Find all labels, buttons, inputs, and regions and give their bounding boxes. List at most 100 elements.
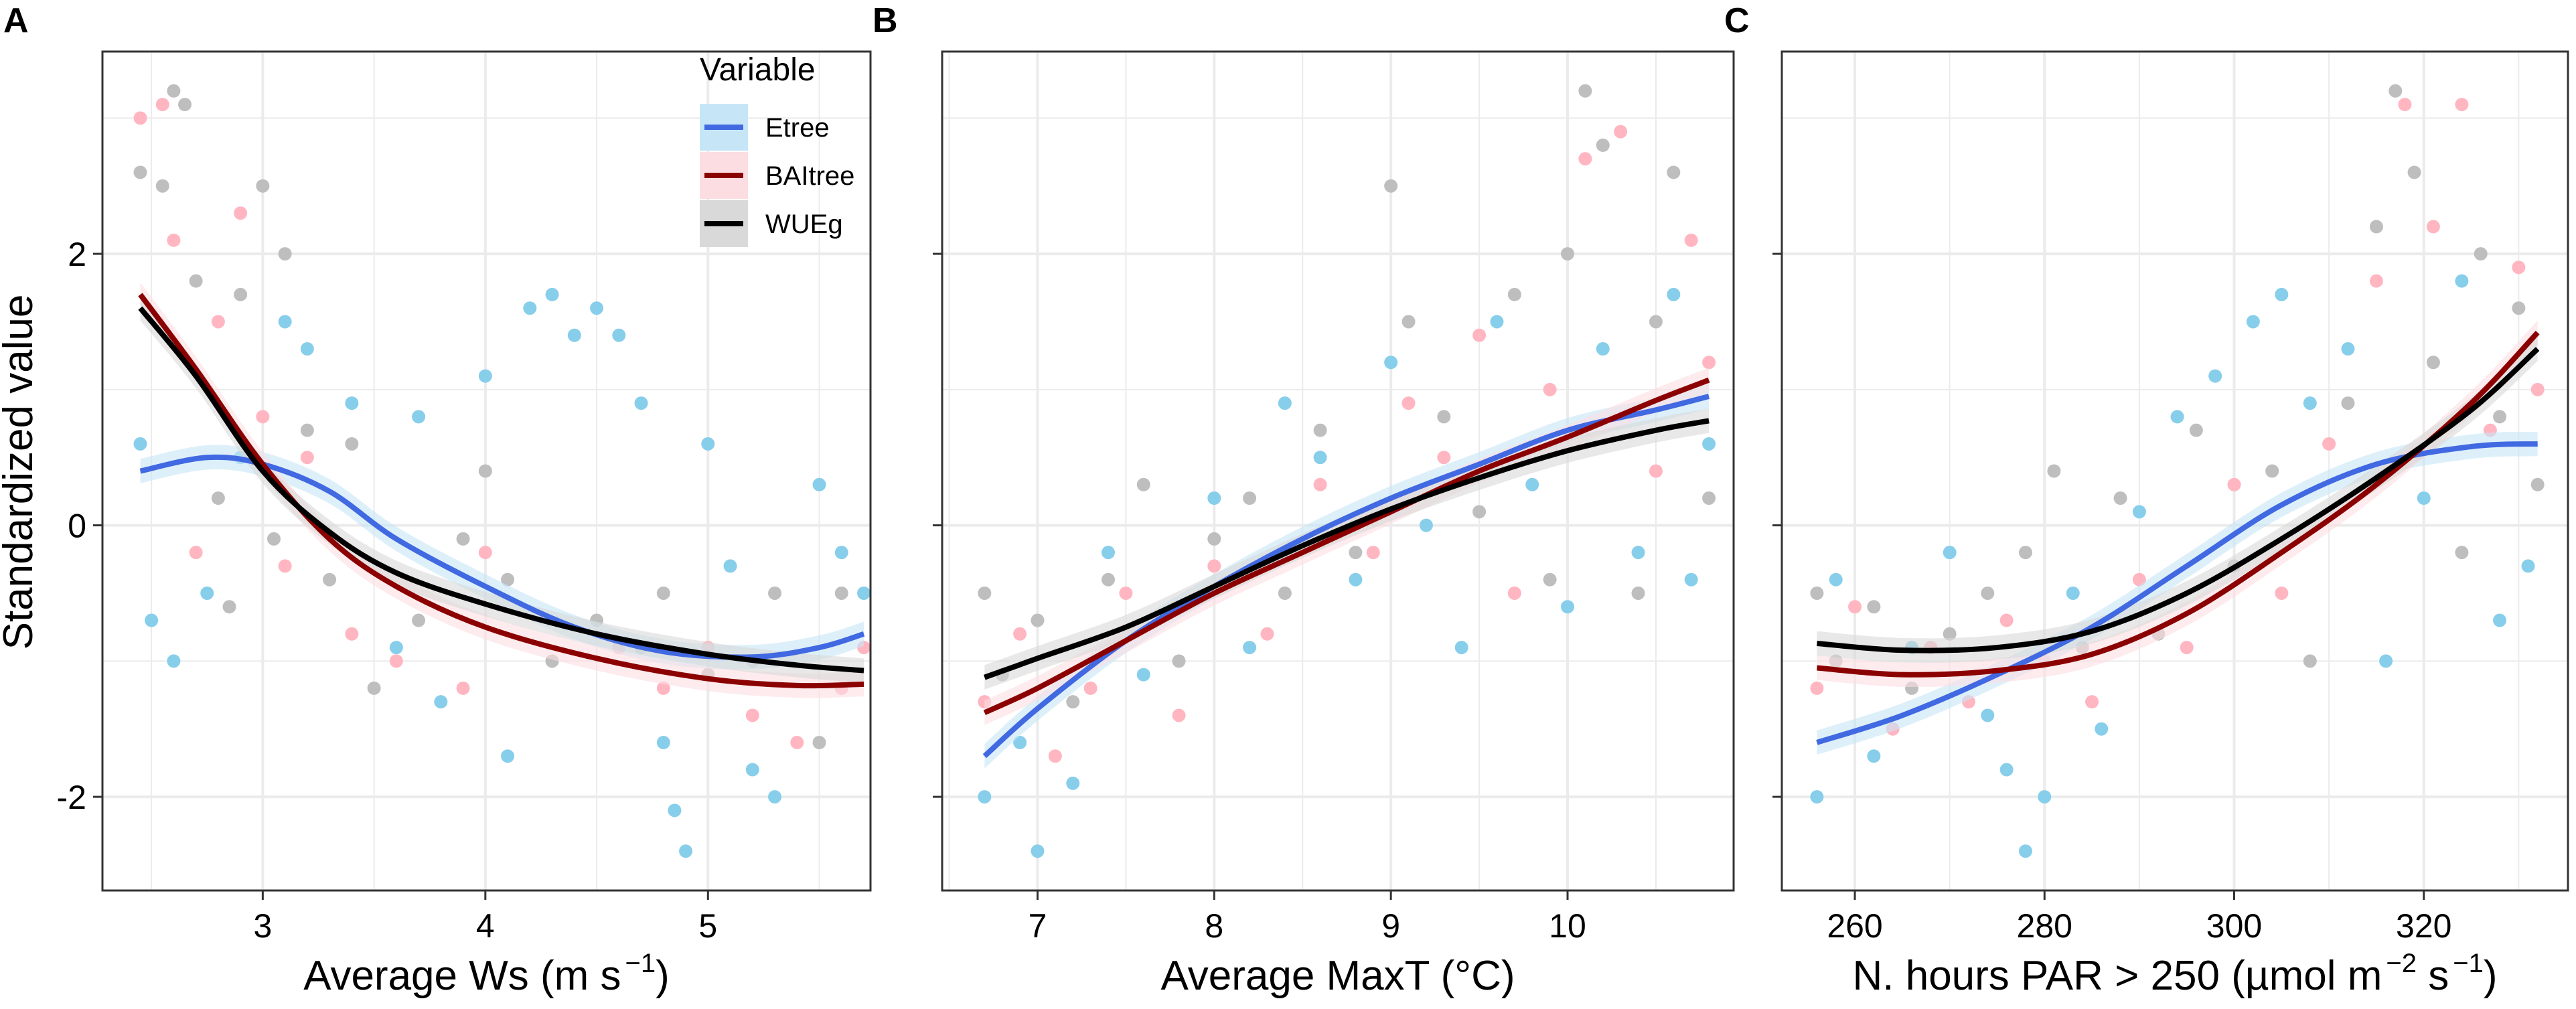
trend-line-wueg — [138, 306, 864, 674]
data-point — [1172, 708, 1186, 722]
legend-label: Etree — [765, 113, 830, 143]
data-point — [1349, 572, 1363, 587]
data-point — [211, 491, 225, 506]
data-point — [1560, 600, 1574, 614]
trend-line-wueg — [1817, 347, 2540, 653]
data-point — [768, 790, 782, 804]
panel-label: C — [1724, 1, 1750, 40]
data-point — [612, 328, 626, 342]
data-point — [1243, 641, 1257, 655]
data-point — [2369, 220, 2383, 234]
data-point — [1278, 396, 1292, 410]
data-point — [267, 532, 281, 546]
data-point — [2170, 410, 2184, 424]
data-point — [345, 396, 359, 410]
data-point — [2407, 165, 2421, 179]
trend-line-wueg — [983, 418, 1710, 680]
data-point — [1684, 572, 1698, 587]
points-wueg — [1810, 84, 2545, 695]
data-point — [300, 342, 314, 356]
points-etree — [1810, 274, 2535, 858]
data-point — [723, 559, 737, 573]
data-point — [2275, 287, 2289, 301]
data-point — [2455, 546, 2469, 560]
data-point — [389, 641, 403, 655]
data-point — [812, 477, 826, 491]
x-axis-title-part: −1 — [625, 949, 656, 978]
data-point — [1260, 627, 1274, 641]
data-point — [300, 451, 314, 465]
x-axis-title: Average MaxT (°C) — [1161, 953, 1515, 999]
x-axis-title: N. hours PAR > 250 (µmol m −2 s −1) — [1852, 949, 2497, 999]
data-point — [1684, 233, 1698, 247]
data-point — [2493, 613, 2507, 627]
data-point — [1631, 546, 1645, 560]
data-point — [1031, 844, 1045, 858]
data-point — [323, 572, 337, 587]
data-point — [1119, 586, 1133, 600]
points-baitree — [978, 125, 1716, 763]
data-point — [834, 586, 848, 600]
data-point — [2493, 410, 2507, 424]
data-point — [745, 708, 759, 722]
data-point — [701, 437, 715, 451]
x-axis-title-part: s — [2417, 953, 2449, 999]
y-tick-label: 2 — [68, 236, 86, 273]
data-point — [2132, 572, 2146, 587]
data-point — [1207, 559, 1221, 573]
data-point — [1136, 668, 1150, 682]
data-point — [501, 572, 515, 587]
data-point — [1543, 572, 1557, 587]
data-point — [1172, 654, 1186, 668]
data-point — [1472, 328, 1487, 342]
points-wueg — [978, 84, 1716, 709]
legend: Variable Etree BAItree WUEg — [700, 52, 854, 247]
data-point — [790, 736, 804, 750]
data-point — [812, 736, 826, 750]
data-point — [2341, 342, 2355, 356]
data-point — [2047, 464, 2061, 478]
panel-a: A 3 4 5 -2 0 2 Average Ws (m s −1) Variable Etree B… — [3, 1, 872, 999]
data-point — [145, 613, 159, 627]
data-point — [278, 247, 292, 261]
data-point — [2455, 274, 2469, 288]
data-point — [1829, 572, 1843, 587]
confidence-band-wueg — [984, 408, 1710, 690]
data-point — [222, 600, 236, 614]
data-point — [133, 165, 147, 179]
data-point — [745, 763, 759, 777]
data-point — [1507, 287, 1521, 301]
x-tick-label: 260 — [1827, 907, 1882, 945]
data-point — [2018, 844, 2032, 858]
x-axis-title-part: N. hours PAR > 250 (µmol m — [1852, 953, 2382, 999]
panel-b: B 7 8 9 10 Average MaxT (°C) — [873, 1, 1735, 999]
gridlines — [1782, 52, 2568, 890]
data-point — [2512, 301, 2526, 315]
data-point — [456, 532, 470, 546]
data-point — [1454, 641, 1468, 655]
x-axis-title-part: ) — [656, 953, 670, 999]
panel-border — [941, 50, 1735, 892]
data-point — [2189, 423, 2203, 437]
data-point — [278, 559, 292, 573]
x-tick-label: 8 — [1205, 907, 1223, 945]
data-point — [367, 681, 381, 695]
data-point — [2379, 654, 2393, 668]
data-point — [1136, 477, 1150, 491]
y-tick-label: 0 — [68, 508, 86, 545]
data-point — [1667, 165, 1681, 179]
data-point — [2085, 695, 2099, 709]
data-point — [1702, 437, 1716, 451]
data-point — [1848, 600, 1862, 614]
confidence-band-baitree — [1817, 320, 2538, 688]
data-point — [1867, 749, 1881, 763]
data-point — [412, 613, 426, 627]
data-point — [155, 179, 169, 193]
panel-border — [1781, 50, 2569, 892]
data-point — [256, 410, 270, 424]
data-point — [1578, 84, 1592, 98]
data-point — [1313, 451, 1327, 465]
data-point — [456, 681, 470, 695]
